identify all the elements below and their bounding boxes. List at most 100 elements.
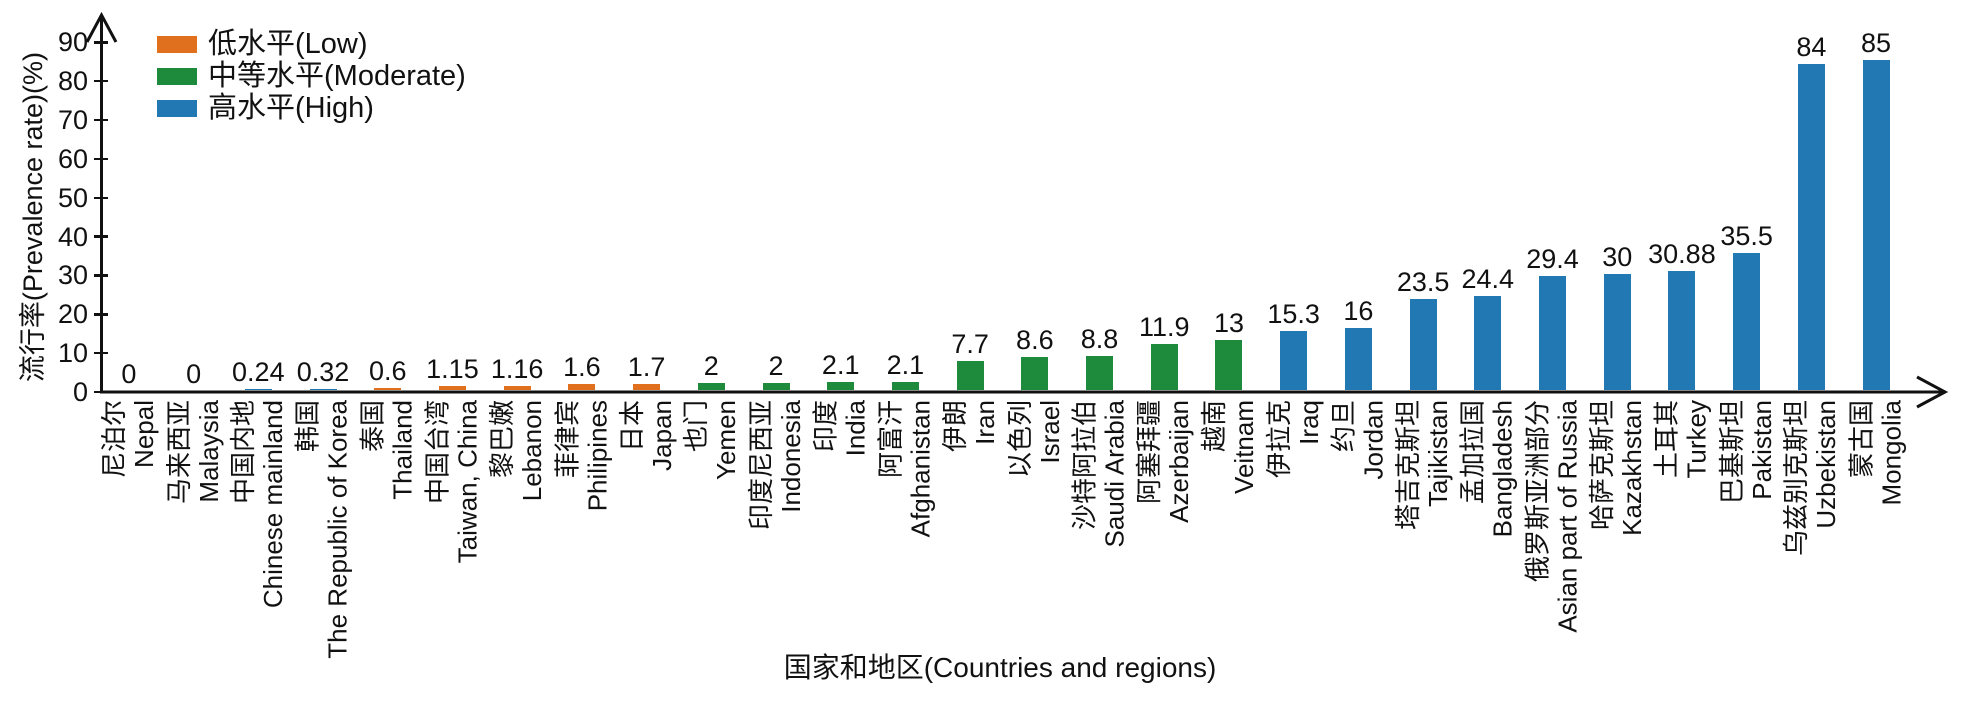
bar-value-label: 30 xyxy=(1602,241,1633,272)
x-category-label-zh: 尼泊尔 xyxy=(98,400,129,479)
bar xyxy=(827,382,855,391)
x-category-label-en: Indonesia xyxy=(776,400,806,513)
x-category-label-en: India xyxy=(840,400,871,457)
y-tick xyxy=(94,274,108,277)
x-category-label-en: Chinese mainland xyxy=(258,400,289,609)
bar xyxy=(1603,273,1631,391)
x-category-label-en: Saudi Arabia xyxy=(1099,400,1130,548)
x-category-label: 巴基斯坦 Pakistan xyxy=(1717,400,1777,504)
bar xyxy=(438,386,466,391)
x-category-label-en: The Republic of Korea xyxy=(323,400,354,659)
x-category-label-en: Afghanistan xyxy=(905,400,936,538)
x-category-label-zh: 孟加拉国 xyxy=(1457,400,1488,505)
bar-value-label: 16 xyxy=(1343,296,1374,327)
x-category-label-en: Uzbekistan xyxy=(1811,400,1842,529)
x-category-label-zh: 中国台湾 xyxy=(422,400,453,505)
x-category-label-zh: 哈萨克斯坦 xyxy=(1587,400,1618,531)
x-category-label-zh: 也门 xyxy=(681,400,712,453)
x-category-label-zh: 泰国 xyxy=(357,400,388,453)
y-tick xyxy=(94,235,108,238)
y-tick xyxy=(94,196,108,199)
bar-value-label: 1.16 xyxy=(490,353,544,384)
bar xyxy=(633,383,661,391)
bar-value-label: 24.4 xyxy=(1461,263,1515,294)
x-category-label-en: Veitnam xyxy=(1228,400,1259,494)
x-category-label-zh: 土耳其 xyxy=(1651,400,1682,479)
x-axis-title: 国家和地区(Countries and regions) xyxy=(783,652,1217,683)
bar-value-label: 23.5 xyxy=(1396,267,1450,298)
x-category-label: 印度尼西亚 Indonesia xyxy=(746,400,806,530)
x-category-label-en: Malaysia xyxy=(193,400,224,503)
bar-value-label: 0 xyxy=(186,358,202,389)
x-category-label-zh: 阿塞拜疆 xyxy=(1134,400,1165,505)
bar-value-label: 29.4 xyxy=(1526,244,1579,275)
x-category-label-zh: 马来西亚 xyxy=(163,400,194,505)
x-category-label-zh: 以色列 xyxy=(1004,400,1035,479)
y-tick xyxy=(94,390,108,394)
x-category-label-en: Iraq xyxy=(1293,400,1324,445)
legend-swatch-low xyxy=(157,35,197,53)
x-category-label-zh: 沙特阿拉伯 xyxy=(1069,400,1100,531)
y-tick-label: 50 xyxy=(57,182,88,213)
bar xyxy=(1280,331,1308,391)
x-category-label-zh: 巴基斯坦 xyxy=(1716,400,1747,505)
legend-label-low: 低水平(Low) xyxy=(208,28,368,60)
bar xyxy=(762,382,790,391)
x-category-label-zh: 蒙古国 xyxy=(1846,400,1877,479)
legend-item-low: 低水平(Low) xyxy=(157,28,466,60)
bar-value-label: 15.3 xyxy=(1267,299,1320,330)
bar xyxy=(1862,60,1890,391)
legend-label-moderate: 中等水平(Moderate) xyxy=(208,60,466,92)
bar-value-label: 2 xyxy=(703,350,719,381)
y-tick-label: 90 xyxy=(57,27,88,58)
bar xyxy=(891,382,919,391)
x-category-label: 中国台湾 Taiwan, China xyxy=(422,400,482,563)
x-category-label-en: Bangladesh xyxy=(1487,400,1518,538)
x-category-label-zh: 菲律宾 xyxy=(551,400,582,479)
x-category-label-zh: 韩国 xyxy=(293,400,324,453)
x-category-label: 蒙古国 Mongolia xyxy=(1846,400,1906,506)
x-category-label: 约旦 Jordan xyxy=(1328,400,1388,480)
bar-value-label: 2.1 xyxy=(821,350,860,381)
x-category-label-en: Kazakhstan xyxy=(1617,400,1648,536)
x-category-label-en: Mongolia xyxy=(1876,400,1907,506)
y-axis-arrow-icon xyxy=(85,11,118,43)
x-category-label: 伊拉克 Iraq xyxy=(1264,400,1324,478)
bar-value-label: 35.5 xyxy=(1720,220,1773,251)
x-category-label-en: Taiwan, China xyxy=(452,400,483,564)
legend-item-high: 高水平(High) xyxy=(157,92,466,124)
x-category-label: 塔吉克斯坦 Tajikistan xyxy=(1393,400,1453,530)
legend-swatch-moderate xyxy=(157,67,197,85)
y-tick-label: 30 xyxy=(57,260,88,291)
x-category-label-en: Jordan xyxy=(1358,400,1389,480)
x-category-label: 乌兹别克斯坦 Uzbekistan xyxy=(1781,400,1841,556)
x-category-label: 阿塞拜疆 Azerbaijan xyxy=(1134,400,1194,523)
x-category-label-zh: 约旦 xyxy=(1328,400,1359,453)
bar-value-label: 8.8 xyxy=(1080,324,1119,355)
x-category-label-en: Philipines xyxy=(581,400,612,512)
legend-swatch-high xyxy=(157,99,197,117)
bar xyxy=(244,389,272,391)
bar xyxy=(374,388,402,391)
x-category-label-zh: 伊拉克 xyxy=(1263,400,1294,479)
bar-value-label: 11.9 xyxy=(1138,312,1190,343)
bar-value-label: 7.7 xyxy=(951,328,989,359)
x-category-label: 哈萨克斯坦 Kazakhstan xyxy=(1587,400,1647,536)
bar-value-label: 0.24 xyxy=(232,357,285,388)
x-category-label-en: Lebanon xyxy=(517,400,548,502)
bar xyxy=(1150,344,1178,391)
bar-value-label: 2 xyxy=(768,350,784,381)
x-category-label: 阿富汗 Afghanistan xyxy=(875,400,935,537)
x-category-label-zh: 伊朗 xyxy=(940,400,971,453)
bar-value-label: 1.7 xyxy=(627,351,666,382)
legend: 低水平(Low) 中等水平(Moderate) 高水平(High) xyxy=(157,28,466,124)
bar xyxy=(309,389,337,391)
x-category-label-en: Turkey xyxy=(1681,400,1712,479)
bar xyxy=(1409,299,1437,391)
bar-value-label: 84 xyxy=(1796,32,1827,63)
x-category-label-zh: 俄罗斯亚洲部分 xyxy=(1522,400,1553,583)
bar xyxy=(956,360,984,391)
x-category-label-zh: 乌兹别克斯坦 xyxy=(1781,400,1812,557)
bar xyxy=(1797,64,1825,391)
